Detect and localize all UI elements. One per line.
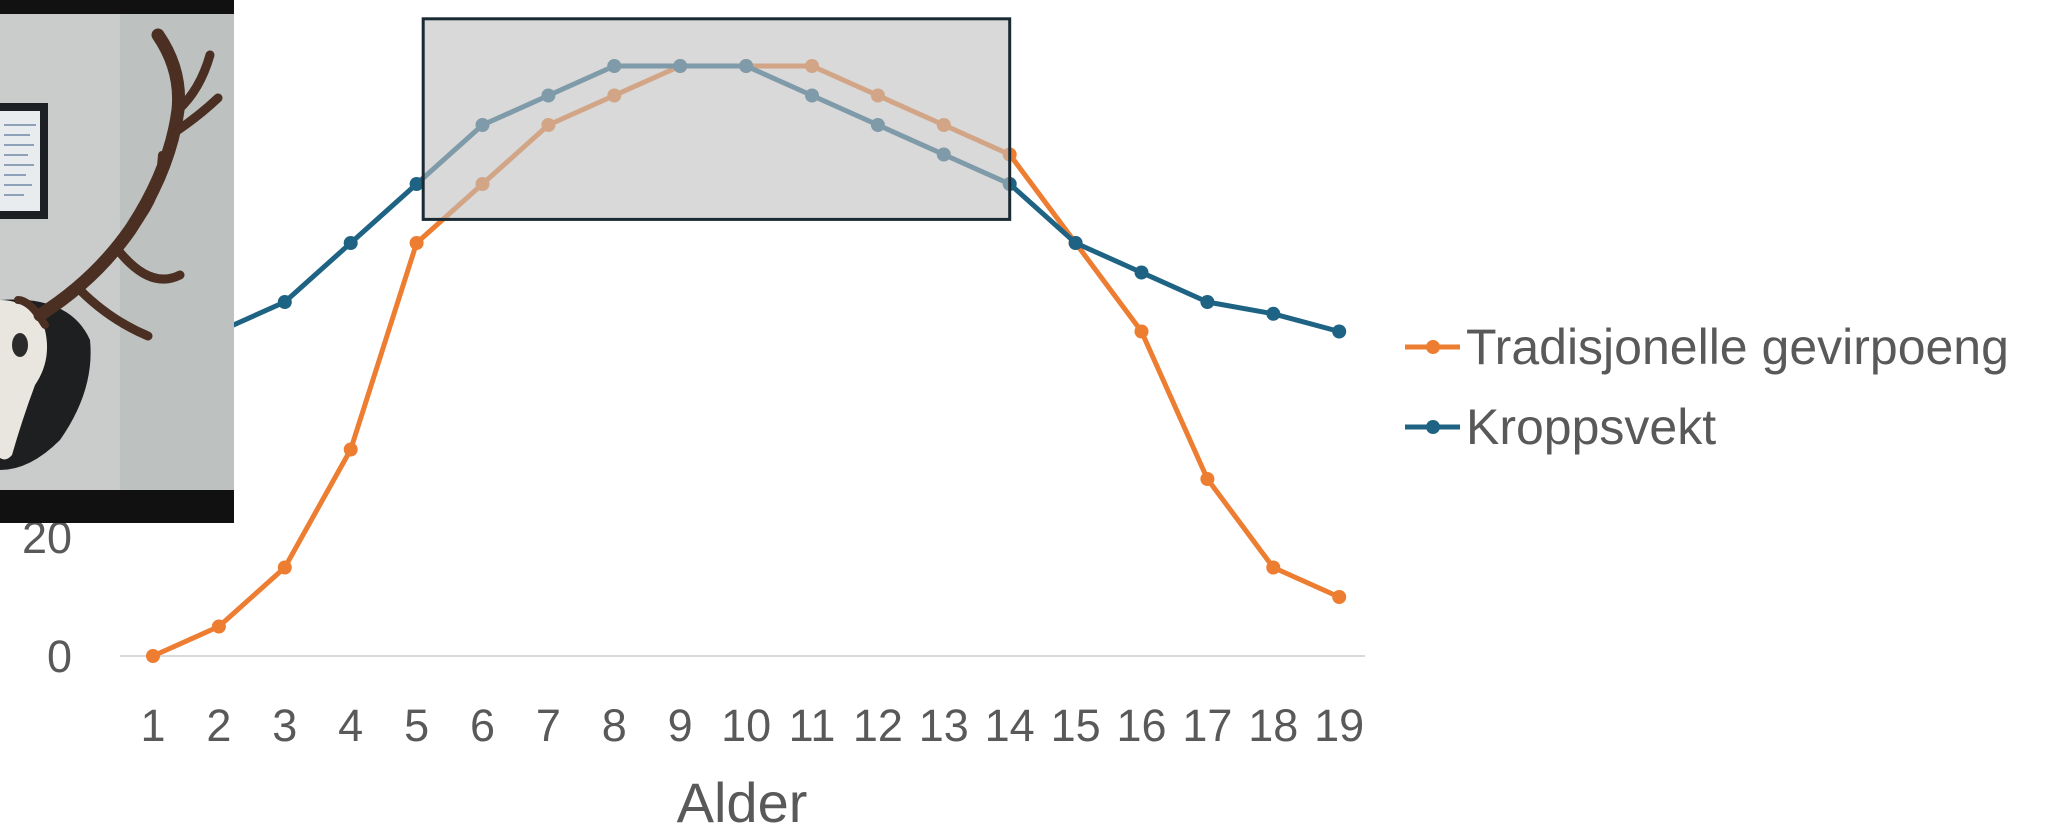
deer-skull-photo — [0, 0, 234, 523]
y-tick-label-0: 0 — [47, 631, 72, 682]
x-tick-label-19: 19 — [1314, 700, 1364, 751]
data-point-1-16 — [1134, 265, 1149, 280]
x-tick-label-7: 7 — [536, 700, 561, 751]
data-point-1-4 — [343, 236, 358, 250]
x-tick-label-1: 1 — [140, 700, 165, 751]
data-point-0-2 — [211, 619, 226, 634]
data-point-0-4 — [343, 442, 358, 457]
legend-label-tradisjonelle: Tradisjonelle gevirpoeng — [1466, 319, 2009, 375]
x-tick-label-18: 18 — [1248, 700, 1298, 751]
x-tick-label-11: 11 — [789, 700, 836, 751]
data-point-1-15 — [1068, 236, 1083, 250]
highlight-box — [421, 17, 1012, 221]
x-tick-label-2: 2 — [206, 700, 231, 751]
x-tick-label-17: 17 — [1182, 700, 1232, 751]
x-tick-label-12: 12 — [853, 700, 903, 751]
data-point-1-19 — [1332, 324, 1347, 339]
legend-marker-blue — [1426, 420, 1440, 434]
x-tick-label-4: 4 — [338, 700, 363, 751]
antler — [14, 28, 223, 341]
x-tick-label-3: 3 — [272, 700, 297, 751]
x-tick-label-9: 9 — [668, 700, 693, 751]
data-point-0-5 — [409, 236, 424, 250]
x-tick-label-14: 14 — [985, 700, 1035, 751]
legend-marker-orange — [1426, 340, 1440, 354]
x-tick-label-8: 8 — [602, 700, 627, 751]
x-tick-label-13: 13 — [919, 700, 969, 751]
x-tick-label-15: 15 — [1051, 700, 1101, 751]
data-point-0-16 — [1134, 324, 1149, 339]
x-tick-label-6: 6 — [470, 700, 495, 751]
data-point-0-3 — [277, 560, 292, 575]
data-point-0-17 — [1200, 472, 1215, 486]
data-point-0-1 — [146, 649, 160, 663]
data-point-1-3 — [277, 295, 292, 309]
data-point-1-5 — [409, 177, 424, 191]
skull — [0, 300, 48, 460]
legend-label-kroppsvekt: Kroppsvekt — [1466, 399, 1716, 455]
data-point-0-19 — [1332, 590, 1347, 604]
x-tick-labels: 1 2 3 4 5 6 7 8 9 10 11 12 13 14 15 16 17 18 19 — [140, 700, 1364, 751]
data-point-0-18 — [1266, 560, 1281, 575]
legend: Tradisjonelle gevirpoeng Kroppsvekt — [1405, 319, 2009, 455]
data-point-1-17 — [1200, 295, 1215, 309]
x-tick-label-10: 10 — [721, 700, 771, 751]
x-axis-title: Alder — [677, 771, 808, 831]
x-tick-label-5: 5 — [404, 700, 429, 751]
data-point-1-18 — [1266, 306, 1281, 321]
x-tick-label-16: 16 — [1116, 700, 1166, 751]
